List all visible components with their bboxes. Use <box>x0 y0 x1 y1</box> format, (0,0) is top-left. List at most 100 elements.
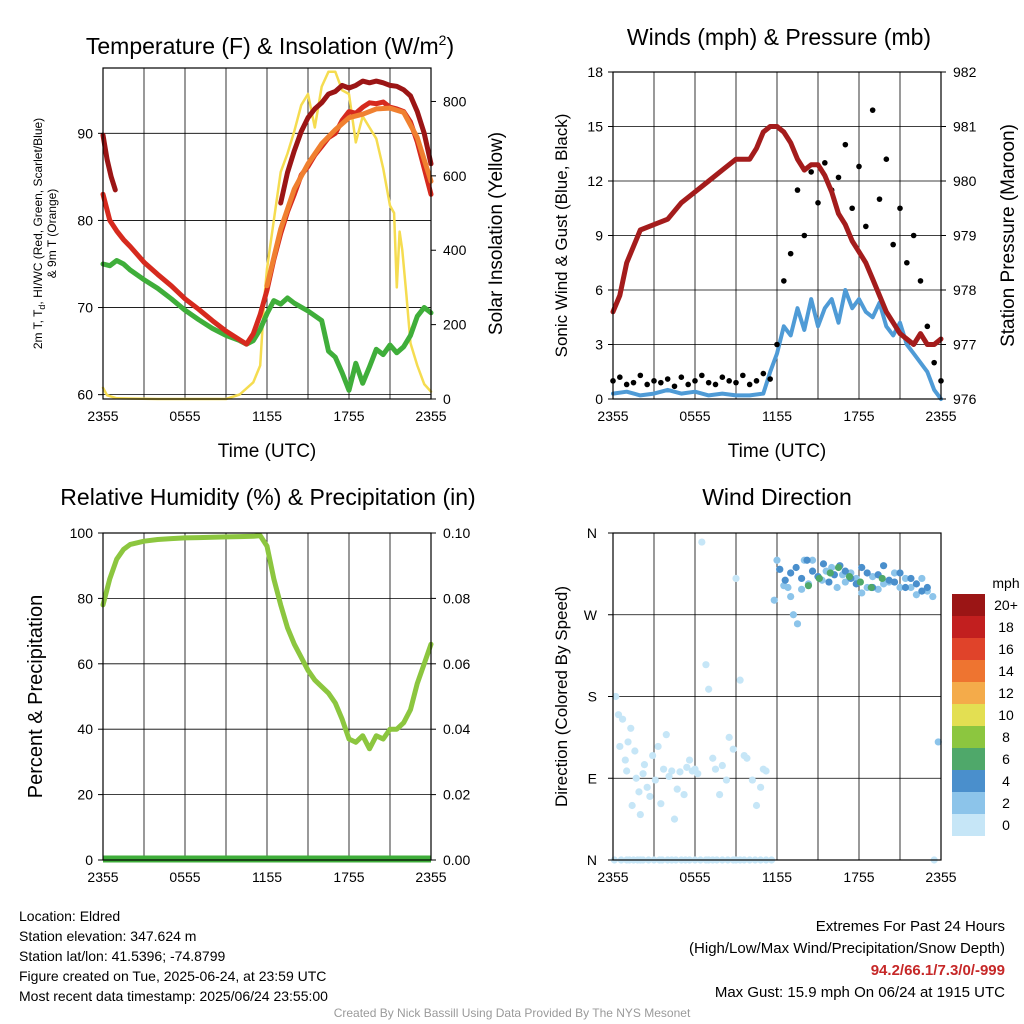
colorbar-swatch <box>952 594 985 616</box>
direction-point <box>841 567 849 575</box>
direction-point <box>743 754 751 762</box>
x-tick-label: 1755 <box>843 408 874 424</box>
label-part: , HI/WC (Red, Green, Scarlet/Blue) <box>31 118 45 305</box>
y-tick-label: 70 <box>77 300 93 316</box>
gust-point <box>753 378 760 384</box>
gust-point <box>815 200 821 206</box>
gust-point <box>842 141 849 148</box>
direction-point <box>616 742 624 751</box>
gust-point <box>808 169 814 175</box>
direction-point <box>923 583 931 592</box>
y-tick-label-right: 0.02 <box>443 787 470 803</box>
title-superscript: 2 <box>439 32 447 48</box>
gust-point <box>705 379 712 386</box>
right-axis-label: Station Pressure (Maroon) <box>998 124 1019 347</box>
gust-point <box>801 232 808 239</box>
y-tick-label-right: 0.08 <box>443 590 470 606</box>
winds-title: Winds (mph) & Pressure (mb) <box>627 24 931 50</box>
direction-point <box>762 767 770 775</box>
direction-point <box>705 685 713 693</box>
direction-point <box>732 574 740 583</box>
direction-point <box>659 765 668 773</box>
direction-point <box>621 756 629 764</box>
direction-point <box>736 676 744 684</box>
direction-point <box>729 745 737 753</box>
direction-point <box>716 791 724 799</box>
colorbar-label: 14 <box>998 663 1014 679</box>
direction-point <box>640 761 649 769</box>
y-tick-label: 0 <box>85 852 93 868</box>
y-tick-label-right: 979 <box>953 228 977 244</box>
direction-point <box>624 738 632 746</box>
direction-point <box>685 756 694 764</box>
y-tick-label: 12 <box>587 173 603 189</box>
gust-point <box>671 383 678 390</box>
gust-point <box>664 376 671 382</box>
y-tick-label: 40 <box>77 721 93 737</box>
gust-point <box>767 376 773 382</box>
direction-point <box>722 776 731 784</box>
y-tick-label: N <box>587 852 597 868</box>
direction-point <box>698 538 706 546</box>
direction-point <box>815 574 823 583</box>
direction-point <box>662 731 670 739</box>
gust-point <box>849 205 855 212</box>
direction-point <box>770 596 778 604</box>
y-tick-label: 80 <box>77 212 93 228</box>
direction-point <box>618 715 627 723</box>
colorbar-label: 18 <box>998 619 1014 635</box>
direction-point <box>702 661 710 669</box>
direction-point <box>665 772 673 781</box>
gust-point <box>897 205 903 212</box>
left-axis-label: Direction (Colored By Speed) <box>552 586 571 807</box>
x-tick-label: 2355 <box>87 869 118 885</box>
direction-point <box>828 563 836 572</box>
direction-point <box>890 569 899 577</box>
direction-point <box>623 767 631 775</box>
x-tick-label: 2355 <box>597 869 628 885</box>
direction-point <box>627 724 635 732</box>
gust-point <box>890 241 896 248</box>
direction-point <box>858 563 866 572</box>
gust-point <box>623 381 630 388</box>
direction-point <box>725 733 733 741</box>
extremes-subtitle: (High/Low/Max Wind/Precipitation/Snow De… <box>689 940 1005 957</box>
direction-point <box>784 583 792 592</box>
direction-point <box>649 751 657 760</box>
x-tick-label: 1155 <box>252 869 282 885</box>
plot-border <box>102 67 432 400</box>
gust-point <box>719 374 726 381</box>
gust-point <box>733 379 739 386</box>
direction-point <box>845 573 854 581</box>
direction-point <box>841 578 849 586</box>
direction-point <box>912 580 921 588</box>
gust-point <box>910 232 917 239</box>
gust-point <box>630 379 637 386</box>
direction-point <box>643 783 651 791</box>
direction-point <box>918 587 926 595</box>
y-tick-label: 20 <box>77 787 93 803</box>
x-tick-label: 2355 <box>925 869 956 885</box>
direction-point <box>918 574 926 583</box>
colorbar-swatch <box>952 726 985 748</box>
y-tick-label: 60 <box>77 656 93 672</box>
colorbar-swatch <box>952 814 985 836</box>
figure-created: Figure created on Tue, 2025-06-24, at 23… <box>19 968 327 984</box>
winds-panel: 0 3 6 9 12 15 18 976 977 978 979 980 981 982 2355 0555 1… <box>552 24 1019 462</box>
colorbar-swatch <box>952 770 985 792</box>
direction-point <box>748 776 757 784</box>
gust-point <box>637 372 644 379</box>
right-axis-label: Solar Insolation (Yellow) <box>486 132 507 335</box>
left-axis-label-line1: 2m T, Td, HI/WC (Red, Green, Scarlet/Blu… <box>31 118 47 349</box>
direction-point <box>676 768 684 776</box>
direction-point <box>792 563 800 572</box>
left-axis-label-line2: & 9m T (Orange) <box>45 189 59 279</box>
series-dewpoint <box>100 258 434 393</box>
series-heat_index <box>100 132 118 193</box>
gust-point <box>712 381 719 388</box>
x-tick-label: 1155 <box>252 408 282 424</box>
x-tick-label: 0555 <box>679 408 710 424</box>
gust-point <box>856 163 862 170</box>
y-tick-label-right: 981 <box>953 119 977 135</box>
x-axis-label: Time (UTC) <box>218 441 317 462</box>
